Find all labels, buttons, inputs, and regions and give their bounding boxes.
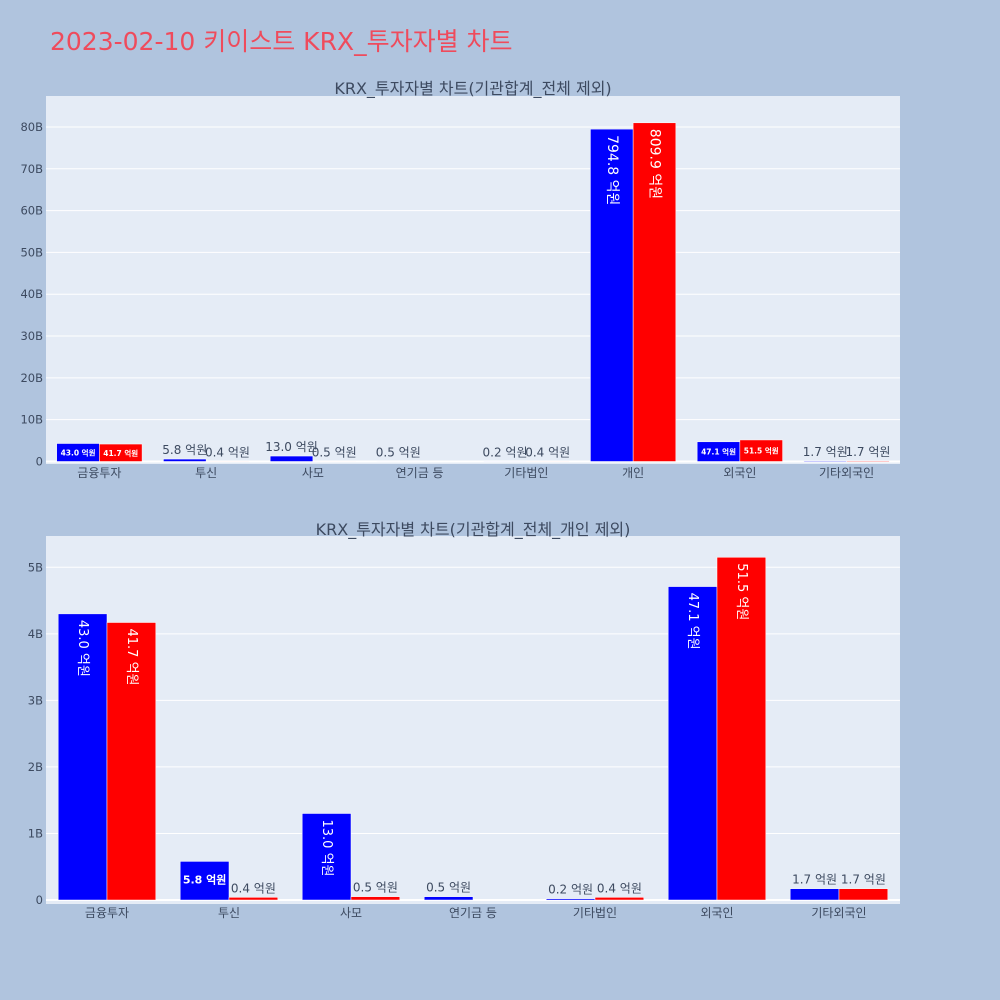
plot-area <box>46 536 900 904</box>
y-tick-label: 80B <box>20 120 43 134</box>
bar <box>269 455 314 462</box>
data-label: 0.5 억원 <box>353 881 398 895</box>
x-axis-ticks: 금융투자 투신 사모 연기금 등 기타법인 개인 외국인 기타외국인 <box>77 466 874 480</box>
y-tick-label: 50B <box>20 245 43 259</box>
data-label: 794.8 억원 <box>604 135 620 205</box>
data-label: 0.4 억원 <box>597 881 642 895</box>
y-tick-label: 3B <box>28 693 43 707</box>
bar <box>838 888 889 901</box>
bars <box>56 122 890 462</box>
data-label: 43.0 억원 <box>61 448 96 458</box>
data-label: 0.2 억원 <box>483 445 528 459</box>
bar <box>846 460 890 462</box>
bar <box>57 613 108 901</box>
bar <box>739 439 783 462</box>
data-label: 0.4 억원 <box>525 445 570 459</box>
data-label: 1.7 억원 <box>792 873 837 887</box>
data-label: 5.8 억원 <box>162 443 207 457</box>
data-label: 0.5 억원 <box>426 881 471 895</box>
data-label: 47.1 억원 <box>685 593 700 650</box>
x-tick-label: 개인 <box>622 466 644 480</box>
y-tick-label: 5B <box>28 560 43 574</box>
data-label: 0.2 억원 <box>548 883 593 897</box>
x-tick-label: 기타법인 <box>504 466 548 480</box>
data-label: 13.0 억원 <box>265 440 318 454</box>
x-tick-label: 외국인 <box>723 466 756 480</box>
data-label: 0.4 억원 <box>231 881 276 895</box>
bar <box>594 897 645 901</box>
chart-title: KRX_투자자별 차트(기관합계_전체 제외) <box>334 79 611 99</box>
x-tick-label: 기타외국인 <box>819 466 874 480</box>
y-tick-label: 4B <box>28 627 43 641</box>
bar <box>803 460 847 462</box>
bar <box>667 586 718 901</box>
data-label: 809.9 억원 <box>646 129 662 199</box>
x-tick-label: 기타외국인 <box>811 906 866 920</box>
bar <box>179 861 230 901</box>
data-label: 51.5 억원 <box>744 446 779 456</box>
data-label: 0.5 억원 <box>376 445 421 459</box>
y-axis-ticks: 0 10B 20B 30B 40B 50B 60B 70B 80B <box>20 120 43 469</box>
bar <box>545 898 596 901</box>
x-tick-label: 연기금 등 <box>396 466 444 480</box>
y-tick-label: 30B <box>20 329 43 343</box>
data-label: 1.7 억원 <box>845 445 890 459</box>
bar <box>789 888 840 901</box>
y-tick-label: 2B <box>28 760 43 774</box>
x-tick-label: 사모 <box>302 466 324 480</box>
bar <box>301 813 352 901</box>
x-tick-label: 금융투자 <box>85 906 129 920</box>
y-tick-label: 60B <box>20 204 43 218</box>
data-label: 41.7 억원 <box>124 629 139 686</box>
data-label: 5.8 억원 <box>183 873 227 887</box>
x-tick-label: 사모 <box>340 906 362 920</box>
data-label: 1.7 억원 <box>803 445 848 459</box>
y-tick-label: 40B <box>20 287 43 301</box>
data-labels: 43.0 억원 41.7 억원 5.8 억원 0.4 억원 13.0 억원 0.5 억원 0… <box>75 563 886 896</box>
x-tick-label: 기타법인 <box>573 906 617 920</box>
bar <box>716 557 767 901</box>
x-tick-label: 투신 <box>218 906 240 920</box>
data-label: 43.0 억원 <box>75 620 90 677</box>
y-tick-label: 20B <box>20 371 43 385</box>
y-tick-label: 0 <box>36 454 43 468</box>
data-label: 51.5 억원 <box>734 563 749 620</box>
bar <box>99 443 143 462</box>
bar <box>106 622 157 901</box>
data-label: 41.7 억원 <box>103 448 138 458</box>
y-tick-label: 70B <box>20 162 43 176</box>
chart-top: 0 10B 20B 30B 40B 50B 60B 70B 80B 금융투자 투신 사모 연기금 등 기… <box>20 79 900 480</box>
bar <box>632 122 677 462</box>
data-label: 0.4 억원 <box>205 445 250 459</box>
data-label: 0.5 억원 <box>312 445 357 459</box>
bars <box>57 557 889 901</box>
y-tick-label: 1B <box>28 826 43 840</box>
x-tick-label: 금융투자 <box>77 466 121 480</box>
page-title: 2023-02-10 키이스트 KRX_투자자별 차트 <box>50 27 513 56</box>
bar <box>228 897 279 901</box>
bar <box>163 458 207 462</box>
y-tick-label: 0 <box>36 893 43 907</box>
y-tick-label: 10B <box>20 413 43 427</box>
data-label: 47.1 억원 <box>701 447 736 457</box>
bar <box>590 128 634 462</box>
x-tick-label: 연기금 등 <box>449 906 497 920</box>
plot-area <box>46 96 900 464</box>
x-tick-label: 투신 <box>195 466 217 480</box>
chart-title: KRX_투자자별 차트(기관합계_전체_개인 제외) <box>316 520 631 540</box>
data-label: 13.0 억원 <box>319 819 334 876</box>
y-axis-ticks: 0 1B 2B 3B 4B 5B <box>28 560 43 907</box>
x-axis-ticks: 금융투자 투신 사모 연기금 등 기타법인 외국인 기타외국인 <box>85 906 867 920</box>
bar <box>350 896 401 901</box>
bar <box>423 896 474 901</box>
x-tick-label: 외국인 <box>700 906 733 920</box>
chart-bottom: 0 1B 2B 3B 4B 5B 금융투자 투신 사모 연기금 등 기타법인 외국인 기타외국인 43… <box>28 520 900 920</box>
data-label: 1.7 억원 <box>841 873 886 887</box>
